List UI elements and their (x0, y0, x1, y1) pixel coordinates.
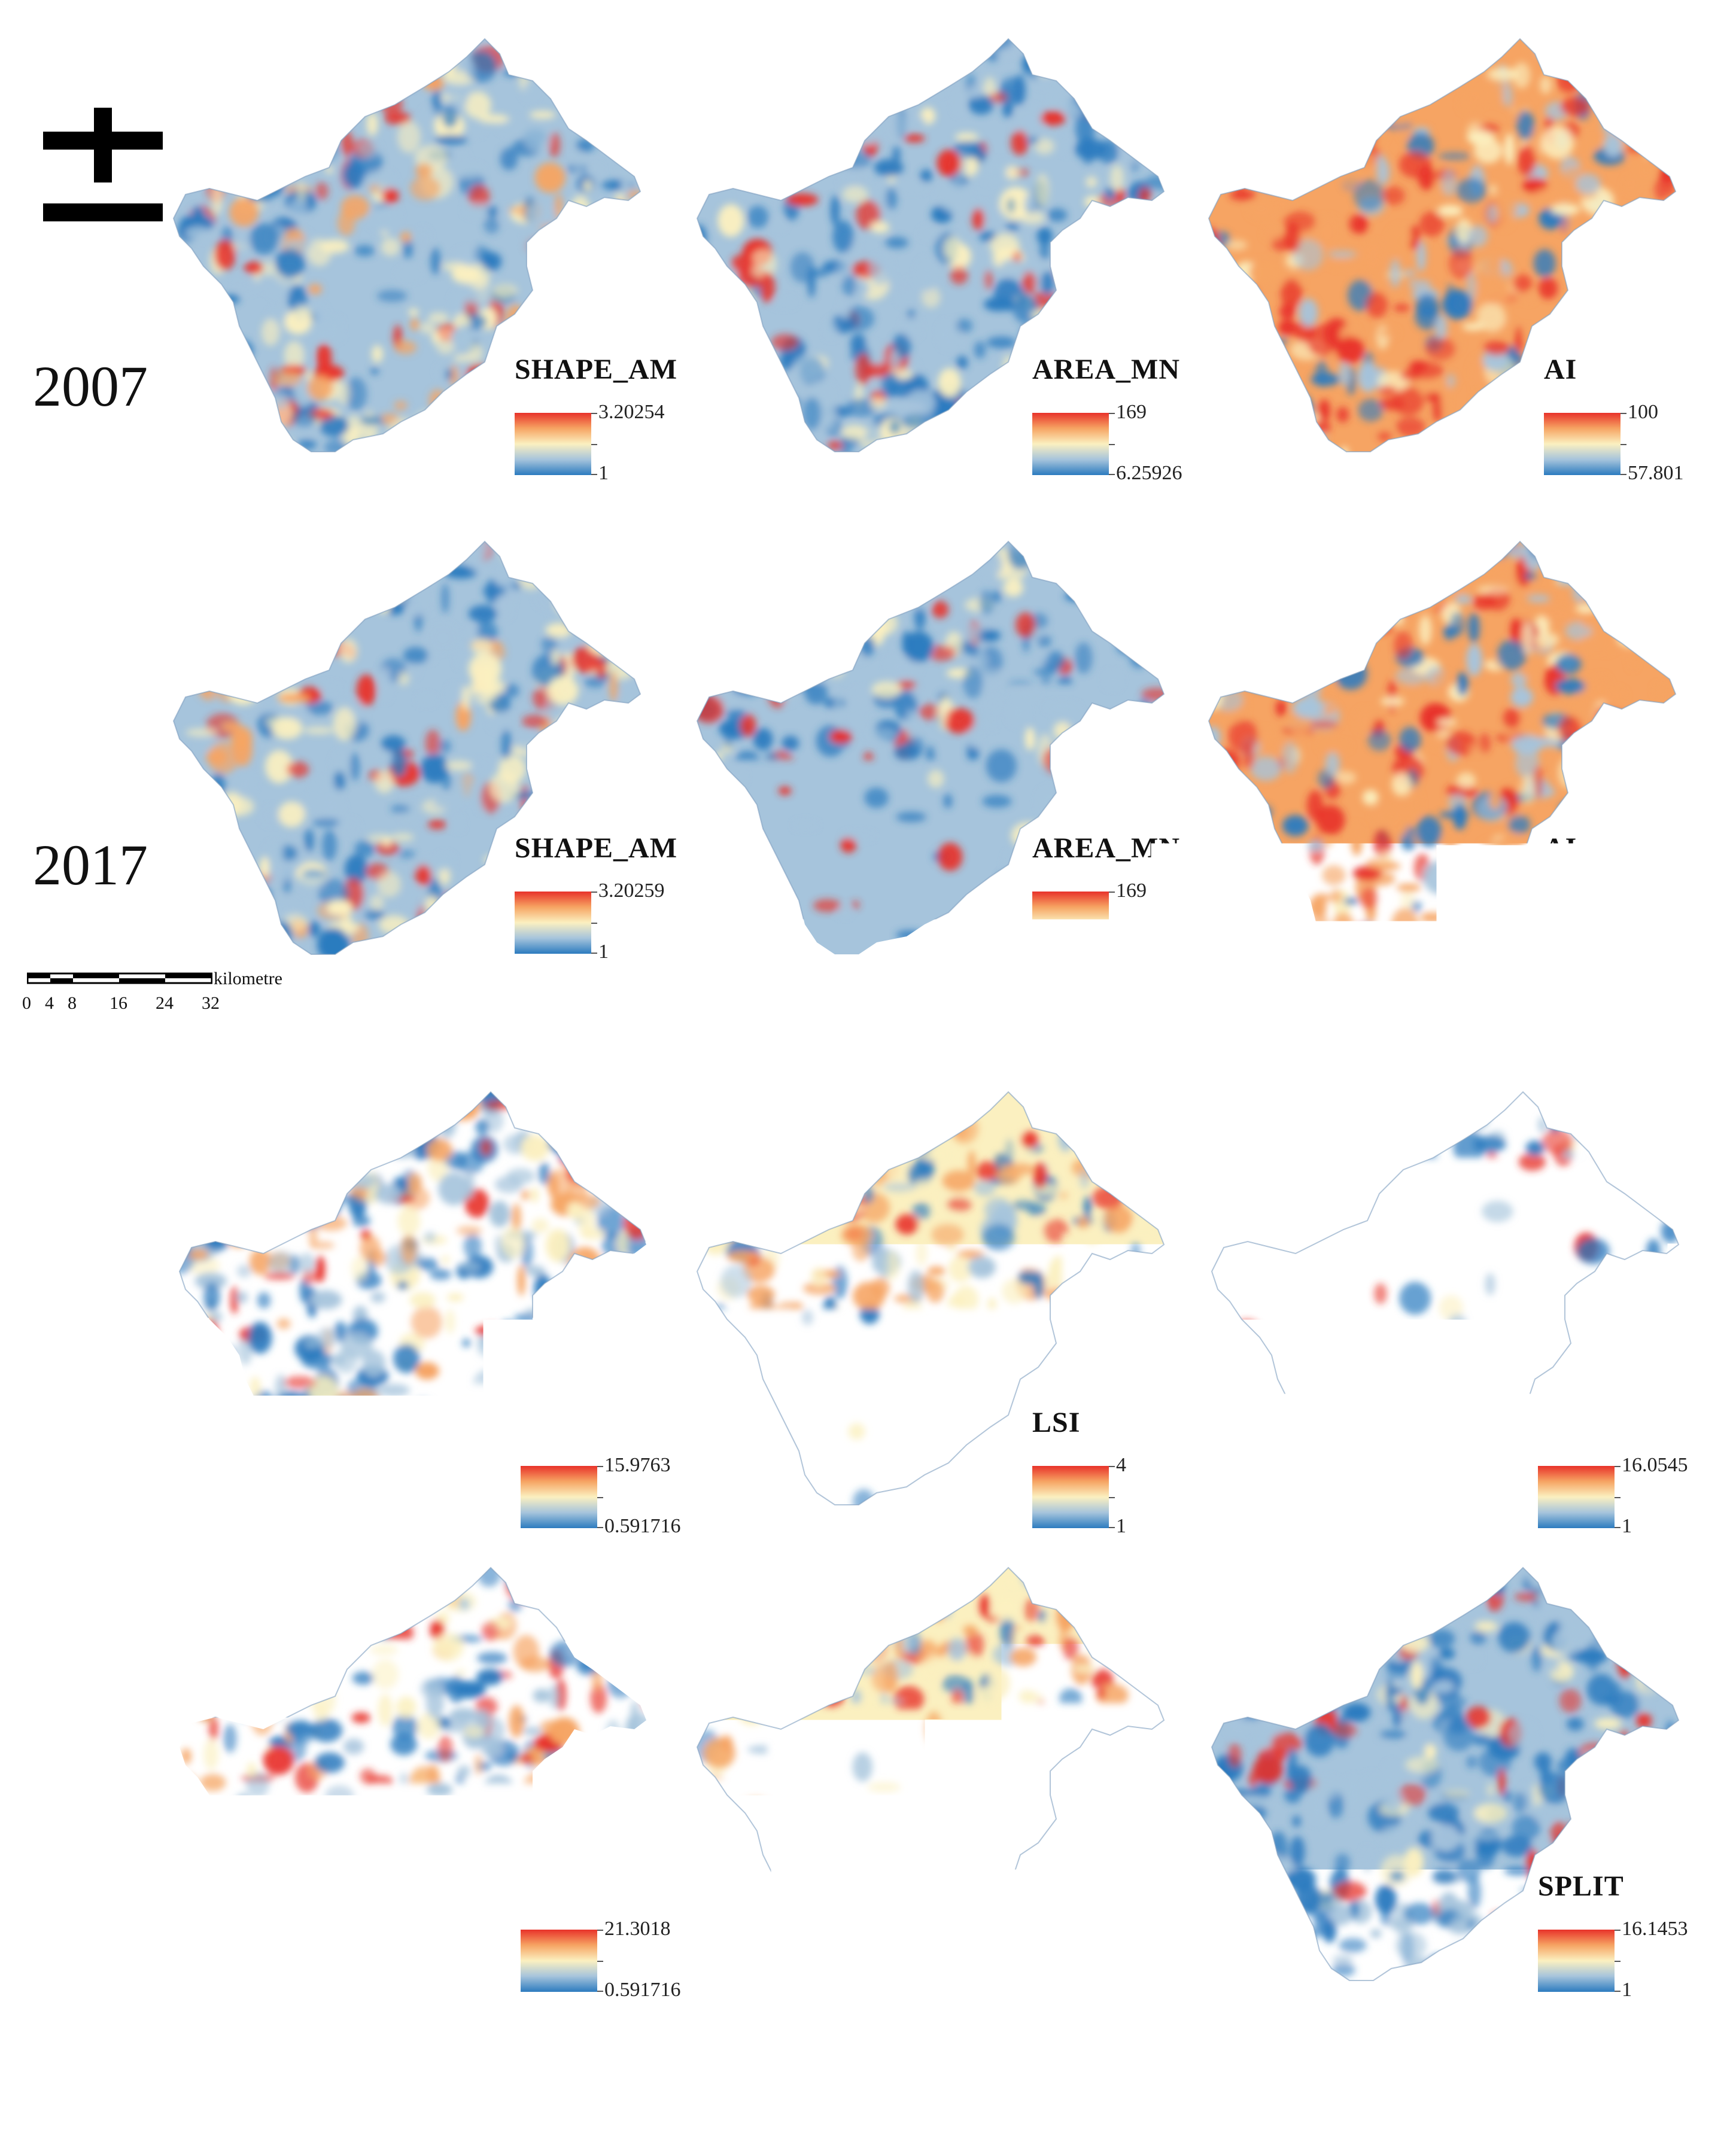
legend-title: AREA_MN (1032, 353, 1180, 386)
color-ramp (1538, 1466, 1615, 1528)
scale-tick: 24 (156, 993, 174, 1014)
legend: 15.9763 0.591716 (521, 1448, 700, 1538)
legend-max: 100 (1628, 880, 1658, 902)
scale-bar: kilometre 0 4 8 16 24 32 (45, 2015, 356, 2069)
legend-min: 51.2642 (1628, 941, 1694, 963)
scale-tick: 32 (220, 2036, 238, 2056)
legend: 3.20254 1 (515, 395, 694, 485)
year-label: 2007 (33, 353, 148, 419)
color-ramp (521, 1930, 597, 1992)
caption-letter: b (854, 2101, 871, 2134)
legend-title: PD (521, 1406, 560, 1439)
legend: 21.3018 0.591716 (521, 1912, 700, 2001)
legend: 4.30769 1 (1032, 1912, 1212, 2001)
scale-tick: 0 (40, 2036, 49, 2056)
legend-min: 6.25926 (1116, 462, 1182, 485)
scale-tick: 8 (68, 993, 77, 1014)
scale-tick: 0 (22, 993, 31, 1014)
legend-min: 1 (1622, 1979, 1632, 2001)
panel-caption: (a) (844, 1038, 878, 1073)
year-label: 2017 (51, 1873, 166, 1939)
legend-title: SPLIT (1538, 1406, 1624, 1439)
caption-letter: a (854, 1039, 869, 1072)
north-arrow-icon (60, 1170, 186, 1283)
scale-tick: 8 (86, 2036, 95, 2056)
legend-max: 21.3018 (604, 1918, 671, 1940)
legend: 169 6.25926 (1032, 395, 1212, 485)
color-ramp (515, 892, 591, 954)
legend-title: SHAPE_AM (515, 832, 677, 865)
legend-title: LSI (1032, 1870, 1080, 1903)
legend-min: 1 (1116, 1979, 1126, 2001)
scale-tick: 4 (63, 2036, 72, 2056)
scale-tick: 32 (202, 993, 220, 1014)
color-ramp (521, 1466, 597, 1528)
scale-tick: 16 (110, 993, 127, 1014)
legend-title: PD (521, 1870, 560, 1903)
legend-min: 1 (598, 462, 609, 485)
color-ramp (1538, 1930, 1615, 1992)
legend: 100 51.2642 (1544, 874, 1723, 963)
legend-max: 3.20254 (598, 401, 665, 424)
legend-min: 0.591716 (604, 1979, 681, 2001)
legend-min: 1 (598, 941, 609, 963)
legend-max: 3.20259 (598, 880, 665, 902)
year-label: 2007 (51, 1403, 166, 1470)
legend-max: 169 (1116, 401, 1147, 424)
scale-tick: 24 (174, 2036, 191, 2056)
legend-max: 16.0545 (1622, 1454, 1688, 1477)
legend-max: 16.1453 (1622, 1918, 1688, 1940)
legend-max: 4 (1116, 1454, 1126, 1477)
legend-title: AREA_MN (1032, 832, 1180, 865)
legend-title: SPLIT (1538, 1870, 1624, 1903)
legend-title: LSI (1032, 1406, 1080, 1439)
color-ramp (515, 413, 591, 475)
legend-min: 4.69444 (1116, 941, 1182, 963)
legend-title: AI (1544, 832, 1577, 865)
panel-caption: (b) (844, 2100, 880, 2135)
legend-min: 1 (1622, 1515, 1632, 1538)
color-ramp (1032, 1466, 1109, 1528)
legend-title: AI (1544, 353, 1577, 386)
scale-bar: kilometre 0 4 8 16 24 32 (27, 972, 338, 1026)
year-label: 2017 (33, 832, 148, 898)
north-arrow-icon (43, 108, 169, 221)
legend: 16.0545 1 (1538, 1448, 1717, 1538)
color-ramp (1032, 892, 1109, 954)
scale-tick: 16 (127, 2036, 145, 2056)
color-ramp (1544, 413, 1621, 475)
legend: 4 1 (1032, 1448, 1212, 1538)
legend: 16.1453 1 (1538, 1912, 1717, 2001)
legend-max: 4.30769 (1116, 1918, 1182, 1940)
scale-unit: kilometre (214, 969, 282, 989)
legend-min: 0.591716 (604, 1515, 681, 1538)
legend: 100 57.801 (1544, 395, 1723, 485)
legend-min: 1 (1116, 1515, 1126, 1538)
color-ramp (1032, 1930, 1109, 1992)
legend-min: 57.801 (1628, 462, 1684, 485)
scale-tick: 4 (45, 993, 54, 1014)
legend-max: 15.9763 (604, 1454, 671, 1477)
legend-title: SHAPE_AM (515, 353, 677, 386)
legend-max: 169 (1116, 880, 1147, 902)
legend: 169 4.69444 (1032, 874, 1212, 963)
legend: 3.20259 1 (515, 874, 694, 963)
color-ramp (1032, 413, 1109, 475)
color-ramp (1544, 892, 1621, 954)
scale-unit: kilometre (232, 2012, 300, 2032)
legend-max: 100 (1628, 401, 1658, 424)
